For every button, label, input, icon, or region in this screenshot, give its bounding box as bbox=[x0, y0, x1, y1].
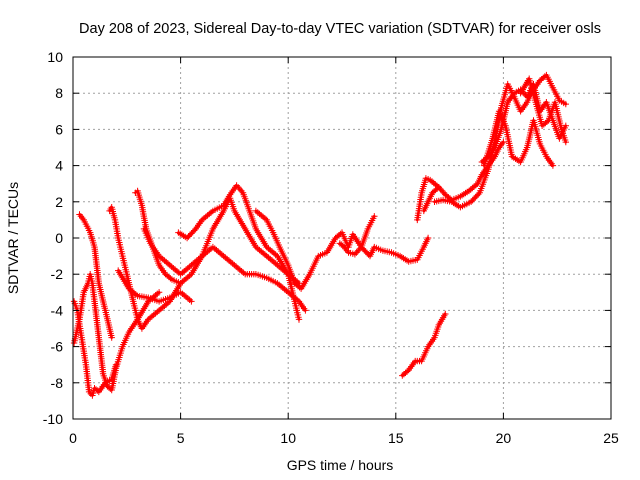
data-traces bbox=[70, 71, 569, 399]
y-tick-label: -2 bbox=[51, 266, 64, 282]
series-track-18 bbox=[478, 80, 569, 166]
y-tick-label: -4 bbox=[51, 302, 64, 318]
plus-markers bbox=[399, 310, 449, 379]
y-tick-label: 6 bbox=[55, 121, 63, 137]
x-axis-label: GPS time / hours bbox=[287, 457, 394, 473]
y-tick-label: -8 bbox=[51, 375, 64, 391]
plus-markers bbox=[70, 271, 163, 394]
series-track-1 bbox=[70, 271, 163, 394]
y-tick-label: 10 bbox=[47, 49, 63, 65]
x-tick-label: 0 bbox=[69, 430, 77, 446]
y-tick-label: 0 bbox=[55, 230, 63, 246]
plus-markers bbox=[76, 211, 115, 341]
chart-title: Day 208 of 2023, Sidereal Day-to-day VTE… bbox=[79, 21, 601, 37]
y-tick-label: -10 bbox=[43, 411, 63, 427]
series-track-17 bbox=[517, 75, 569, 146]
x-tick-label: 5 bbox=[177, 430, 185, 446]
x-tick-labels: 0 5 10 15 20 25 bbox=[69, 430, 619, 446]
plus-markers bbox=[140, 195, 303, 287]
plus-markers bbox=[115, 267, 195, 305]
series-track-14 bbox=[414, 175, 442, 224]
series-track-7 bbox=[140, 195, 303, 287]
axis-ticks bbox=[72, 56, 612, 420]
plus-markers bbox=[414, 175, 442, 224]
plus-markers bbox=[478, 80, 569, 166]
series-track-6 bbox=[115, 267, 195, 305]
plus-markers bbox=[431, 71, 569, 211]
x-tick-label: 15 bbox=[388, 430, 404, 446]
series-track-9 bbox=[252, 207, 298, 287]
series-track-12 bbox=[399, 310, 449, 379]
series-track-11 bbox=[336, 213, 378, 258]
y-axis-label: SDTVAR / TECUs bbox=[5, 182, 21, 294]
plus-markers bbox=[106, 204, 309, 332]
y-tick-label: 4 bbox=[55, 158, 63, 174]
plus-markers bbox=[252, 207, 298, 287]
plus-markers bbox=[70, 298, 120, 399]
y-tick-label: 8 bbox=[55, 85, 63, 101]
y-tick-labels: -10 -8 -6 -4 -2 0 2 4 6 8 10 bbox=[43, 49, 63, 427]
x-tick-label: 25 bbox=[603, 430, 619, 446]
series-track-3 bbox=[76, 211, 115, 341]
plus-markers bbox=[336, 213, 378, 258]
series-track-2 bbox=[70, 298, 120, 399]
x-tick-label: 10 bbox=[280, 430, 296, 446]
x-tick-label: 20 bbox=[496, 430, 512, 446]
series-track-15 bbox=[431, 71, 569, 211]
series-line bbox=[433, 73, 568, 209]
y-tick-label: 2 bbox=[55, 194, 63, 210]
grid-lines bbox=[73, 57, 611, 419]
series-track-8 bbox=[175, 182, 303, 323]
y-tick-label: -6 bbox=[51, 339, 64, 355]
plus-markers bbox=[175, 182, 303, 323]
